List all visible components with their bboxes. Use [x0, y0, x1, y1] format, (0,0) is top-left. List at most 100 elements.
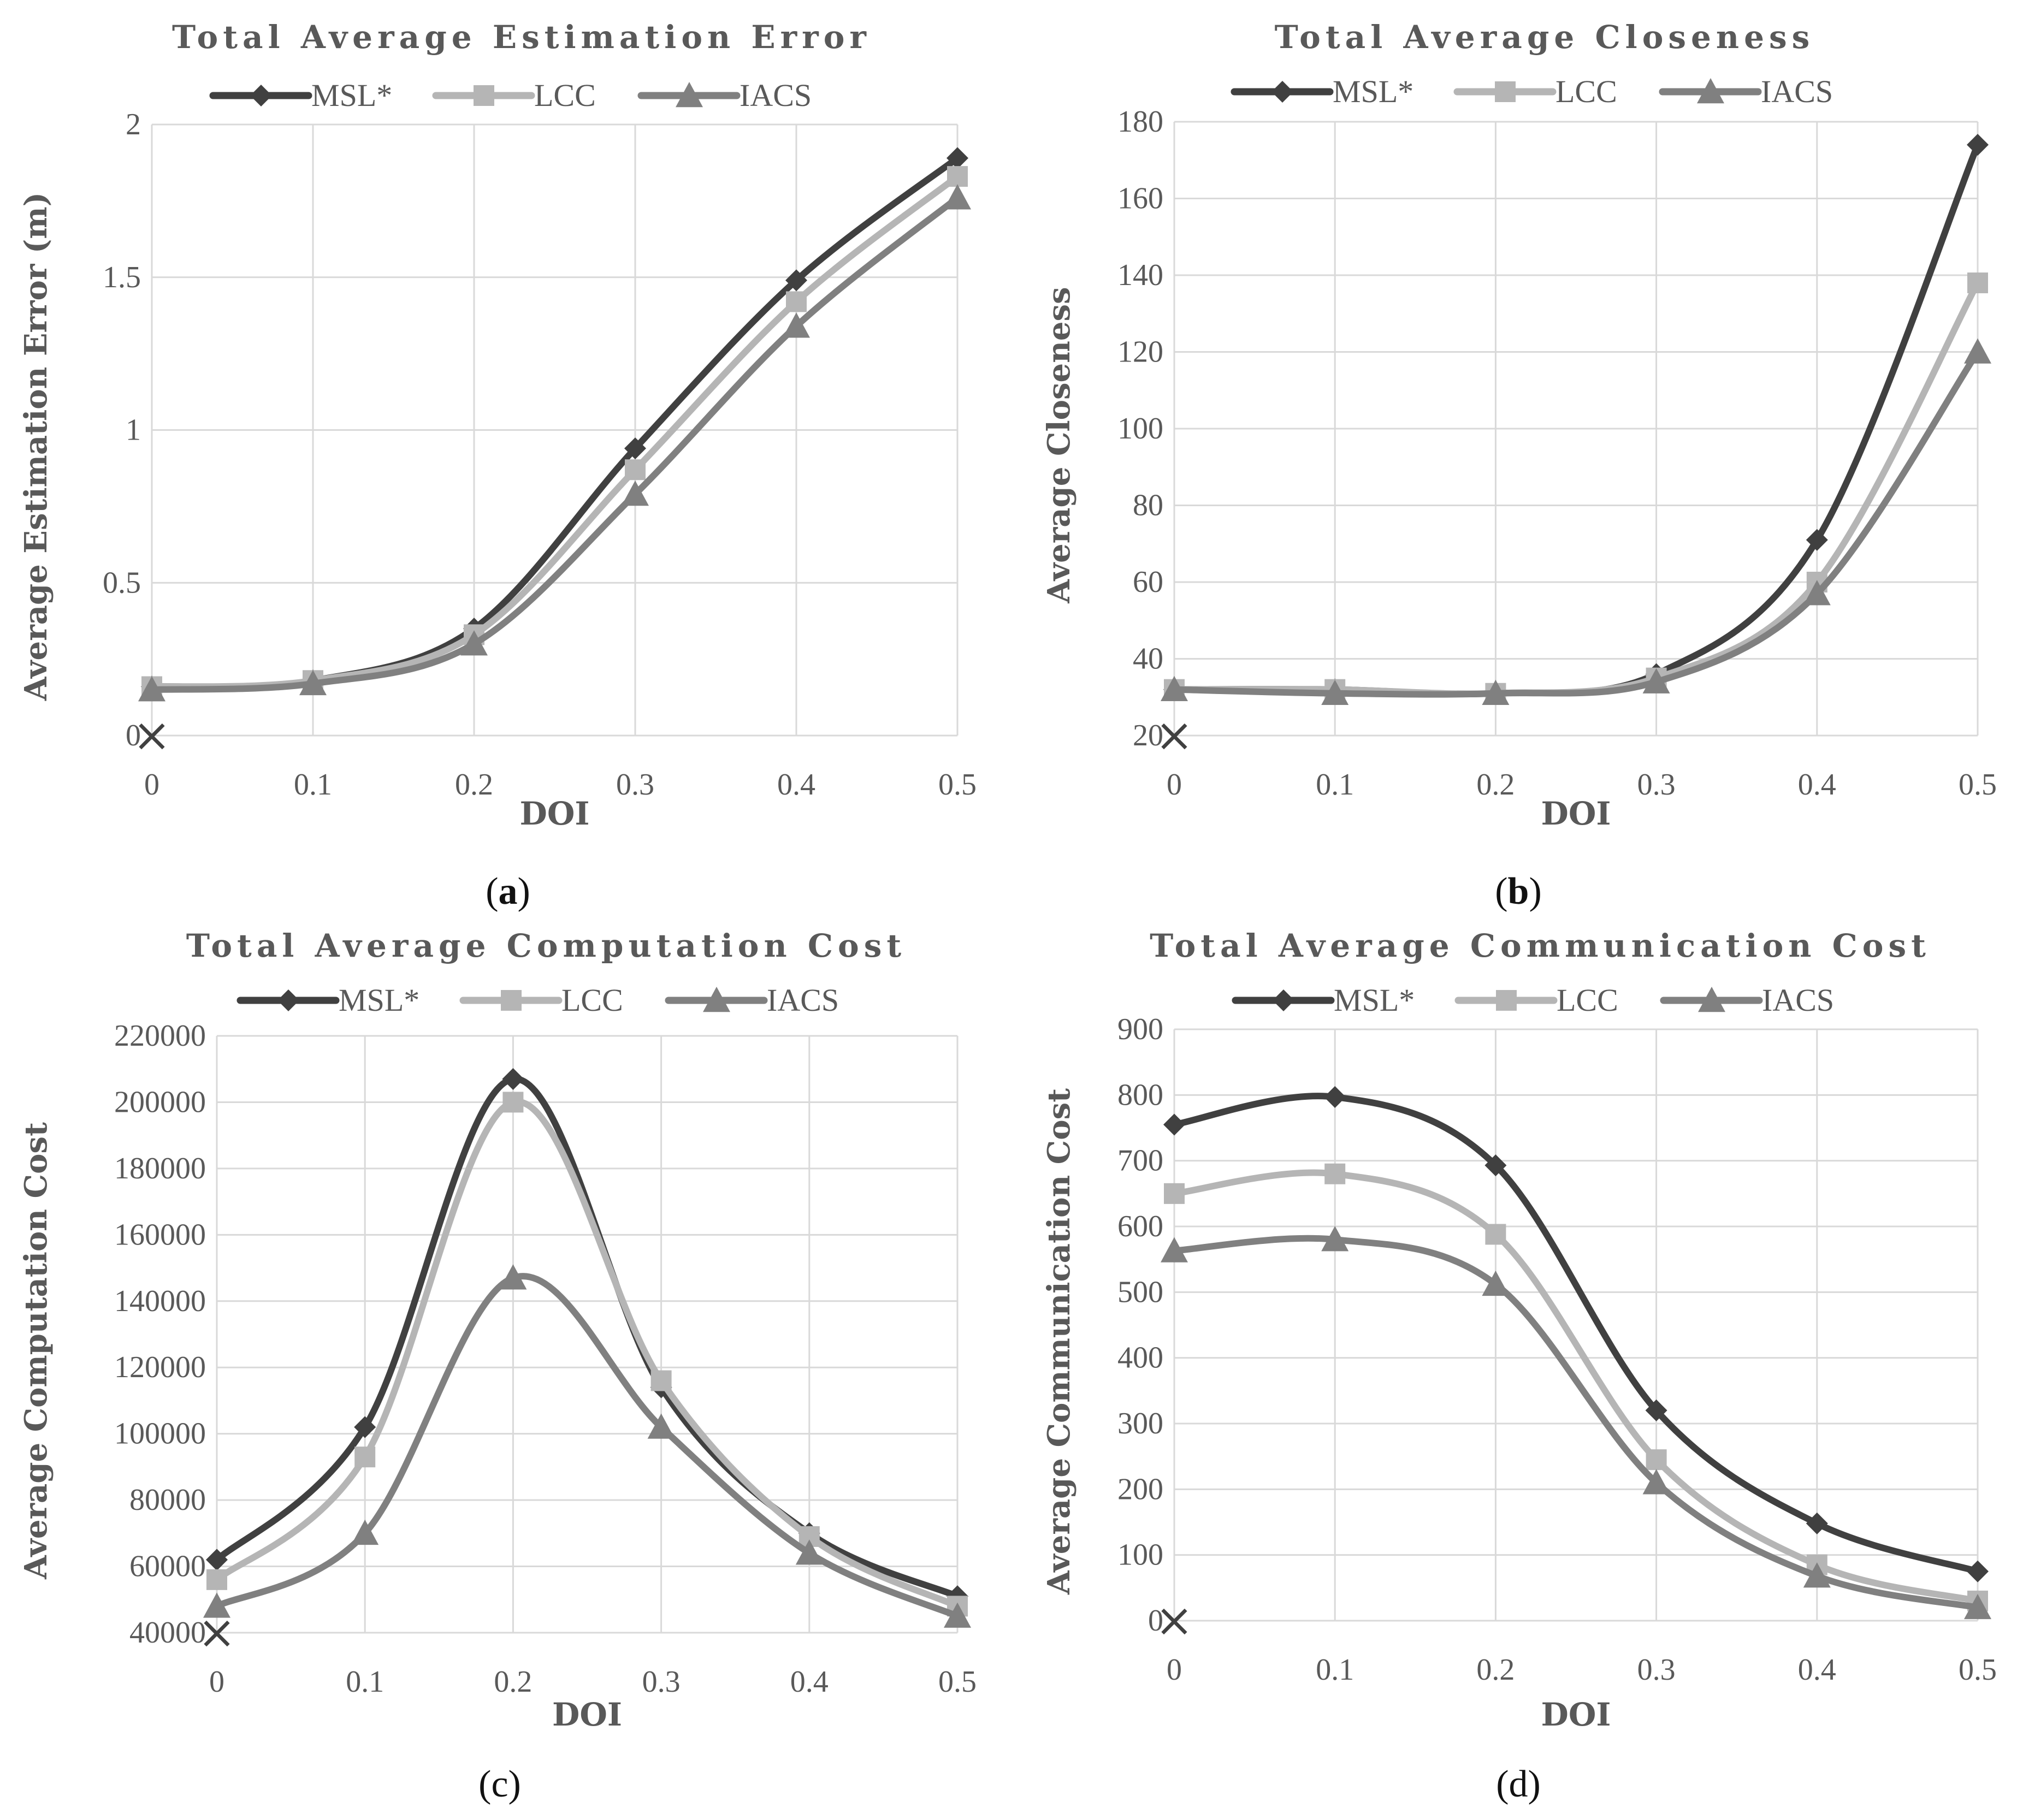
- gridlines: [151, 123, 959, 737]
- gridlines: [216, 1035, 959, 1634]
- legend-label: IACS: [767, 982, 839, 1018]
- x-tick-label: 0: [1167, 1653, 1182, 1687]
- legend-label: LCC: [534, 78, 596, 113]
- data-point: [1321, 679, 1349, 705]
- data-point: [1161, 675, 1188, 701]
- data-point: [650, 1370, 672, 1391]
- series-line: [214, 1098, 961, 1610]
- y-tick-label: 60: [1133, 565, 1163, 599]
- data-point: [1964, 1593, 1991, 1620]
- chart-title: Total Average Communication Cost: [1150, 927, 1931, 964]
- series-0: [1163, 134, 1989, 704]
- y-axis-label: Average Communication Cost: [1041, 1088, 1077, 1595]
- y-tick-label: 400: [1117, 1341, 1163, 1375]
- x-tick-label: 0.1: [346, 1665, 384, 1699]
- origin-cross-marker: ×: [133, 708, 171, 762]
- y-tick-label: 700: [1117, 1144, 1163, 1178]
- x-tick-label: 0.1: [1316, 768, 1354, 802]
- data-point: [1806, 1512, 1828, 1534]
- caption-letter: c: [491, 1763, 508, 1805]
- legend-label: LCC: [1557, 982, 1618, 1018]
- legend-marker: [250, 85, 272, 106]
- y-tick-label: 1.5: [103, 260, 141, 294]
- data-point: [944, 1602, 971, 1628]
- legend-marker: [1496, 990, 1517, 1011]
- data-point: [1484, 1154, 1507, 1177]
- caption-paren: ): [1529, 870, 1541, 912]
- data-point: [354, 1446, 376, 1468]
- y-axis-label: Average Estimation Error (m): [18, 192, 54, 701]
- x-tick-label: 0.2: [1476, 768, 1515, 802]
- y-tick-label: 100000: [114, 1417, 206, 1451]
- data-point: [1803, 1562, 1831, 1588]
- legend-marker: [1273, 989, 1294, 1011]
- data-point: [1967, 134, 1989, 156]
- series-line: [149, 155, 961, 690]
- y-tick-label: 140000: [114, 1284, 206, 1318]
- y-tick-label: 80000: [129, 1483, 206, 1517]
- y-tick-label: 300: [1117, 1407, 1163, 1440]
- y-tick-label: 60000: [129, 1550, 206, 1584]
- chart-c: 40000 60000 80000 100000 120000 140000 160000 1…: [18, 927, 977, 1805]
- gridlines: [1173, 1028, 1979, 1622]
- legend: MSL* LCC IACS: [1232, 982, 1834, 1018]
- series-1: [206, 1092, 968, 1617]
- data-point: [354, 1416, 376, 1438]
- y-tick-label: 160000: [114, 1218, 206, 1252]
- series-2: [203, 1264, 971, 1628]
- x-tick-label: 0.5: [1959, 768, 1997, 802]
- series-line: [1171, 141, 1981, 697]
- series-2: [1161, 338, 1991, 705]
- data-point: [1164, 1183, 1185, 1204]
- y-axis-label: Average Closeness: [1041, 287, 1077, 603]
- panel-caption: (d): [1496, 1763, 1541, 1805]
- data-point: [783, 312, 810, 338]
- y-tick-label: 1: [126, 413, 141, 447]
- caption-letter: a: [499, 870, 518, 912]
- origin-cross-marker: ×: [1155, 1593, 1193, 1647]
- data-point: [1646, 1449, 1667, 1471]
- data-point: [1803, 580, 1831, 606]
- x-tick-label: 0.3: [616, 768, 654, 802]
- data-point: [499, 1264, 527, 1290]
- panel-caption: (b): [1495, 870, 1542, 912]
- y-tick-label: 500: [1117, 1275, 1163, 1309]
- data-point: [624, 437, 646, 460]
- x-axis-label: DOI: [552, 1696, 622, 1733]
- legend-label: IACS: [1762, 982, 1834, 1018]
- x-tick-label: 0: [144, 768, 159, 802]
- chart-d: 0 100 200 300 400 500 600 700 800 900 0 0.1 0.2 0.3 0.…: [1041, 927, 1997, 1805]
- x-tick-label: 0.5: [1959, 1653, 1997, 1687]
- legend-label: LCC: [1555, 74, 1617, 109]
- series-line: [149, 194, 961, 693]
- y-tick-label: 220000: [114, 1019, 206, 1053]
- gridlines: [1173, 121, 1979, 737]
- legend-marker: [703, 987, 730, 1012]
- caption-paren: ): [518, 870, 530, 912]
- caption-letter: b: [1508, 870, 1529, 912]
- series-0: [206, 1068, 968, 1608]
- data-point: [785, 269, 807, 292]
- x-tick-label: 0.2: [494, 1665, 532, 1699]
- series-line: [1171, 280, 1981, 697]
- legend-marker: [474, 85, 494, 106]
- data-point: [1642, 1469, 1670, 1495]
- x-tick-label: 0.4: [790, 1665, 829, 1699]
- caption-paren: ): [508, 1763, 521, 1805]
- x-tick-label: 0.3: [1637, 768, 1676, 802]
- y-tick-label: 40: [1133, 642, 1163, 676]
- x-tick-label: 0.1: [1316, 1653, 1354, 1687]
- series-line: [1171, 1093, 1981, 1575]
- x-tick-label: 0.2: [455, 768, 493, 802]
- panel-caption: (a): [486, 870, 530, 912]
- data-point: [138, 676, 165, 702]
- series-line: [1171, 1235, 1981, 1611]
- x-tick-label: 0.5: [938, 1665, 977, 1699]
- data-point: [1806, 529, 1828, 551]
- y-tick-label: 160: [1117, 182, 1163, 216]
- series-2: [138, 184, 971, 702]
- y-tick-label: 140: [1117, 258, 1163, 292]
- chart-a: 0 0.5 1 1.5 2 0 0.1 0.2 0.3 0.4 0.5 × Total Average …: [18, 19, 977, 912]
- data-point: [1324, 1163, 1346, 1184]
